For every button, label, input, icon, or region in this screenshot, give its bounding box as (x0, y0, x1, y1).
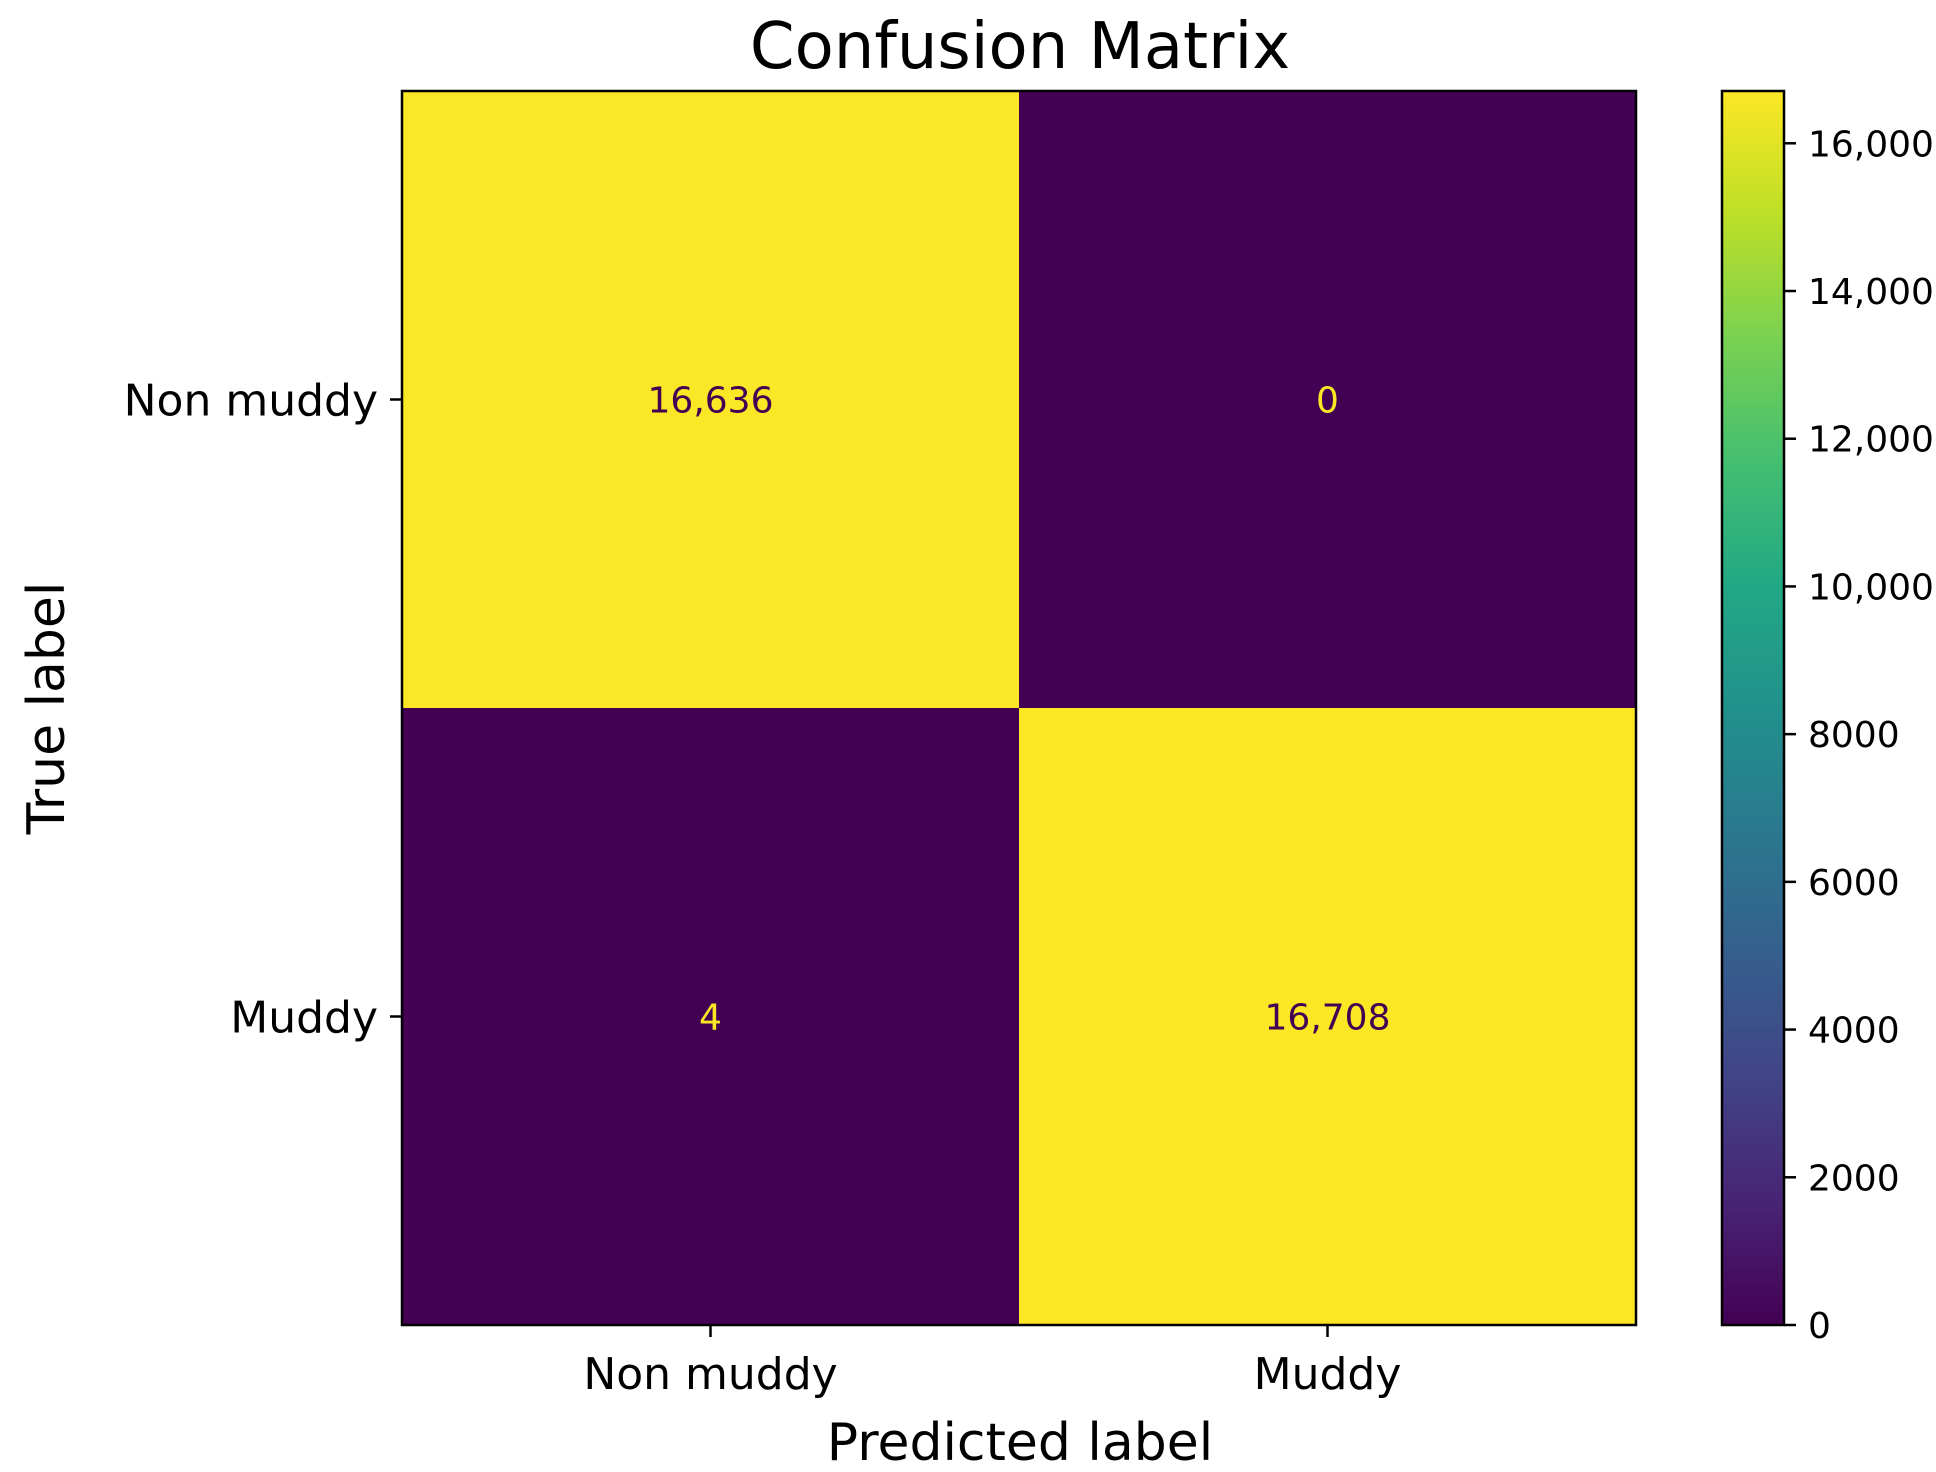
colorbar-ticks: 0 2000 4000 6000 8000 10,000 12,000 14,000 16,00… (1784, 124, 1934, 1347)
x-tick-label: Non muddy (583, 1349, 837, 1400)
chart-title: Confusion Matrix (750, 10, 1290, 84)
colorbar-tick-label: 4000 (1808, 1011, 1900, 1052)
cell-value-label: 0 (1316, 381, 1339, 422)
colorbar-tick-label: 16,000 (1808, 124, 1934, 165)
colorbar (1720, 89, 1786, 1327)
colorbar-tick-label: 6000 (1808, 863, 1900, 904)
colorbar-tick-label: 12,000 (1808, 420, 1934, 461)
y-tick-label: Muddy (230, 993, 378, 1044)
matrix-cells: 16,636 0 4 16,708 (402, 91, 1636, 1325)
colorbar-tick-label: 0 (1808, 1306, 1831, 1347)
x-axis-ticks: Non muddy Muddy (583, 1325, 1401, 1400)
colorbar-tick-label: 8000 (1808, 715, 1900, 756)
colorbar-tick-label: 10,000 (1808, 567, 1934, 608)
y-tick-label: Non muddy (124, 376, 378, 427)
matrix-cell (1019, 91, 1636, 708)
matrix-cell (1019, 708, 1636, 1325)
colorbar-tick-label: 14,000 (1808, 272, 1934, 313)
matrix-cell (402, 91, 1019, 708)
y-axis-ticks: Non muddy Muddy (124, 376, 402, 1044)
x-tick-label: Muddy (1254, 1349, 1402, 1400)
colorbar-tick-label: 2000 (1808, 1158, 1900, 1199)
x-axis-label: Predicted label (827, 1413, 1213, 1472)
matrix-frame (400, 89, 1638, 1327)
y-axis-label: True label (17, 582, 77, 836)
matrix-cell (402, 708, 1019, 1325)
cell-value-label: 16,708 (1265, 998, 1391, 1039)
cell-value-label: 16,636 (648, 381, 774, 422)
cell-value-label: 4 (699, 998, 722, 1039)
